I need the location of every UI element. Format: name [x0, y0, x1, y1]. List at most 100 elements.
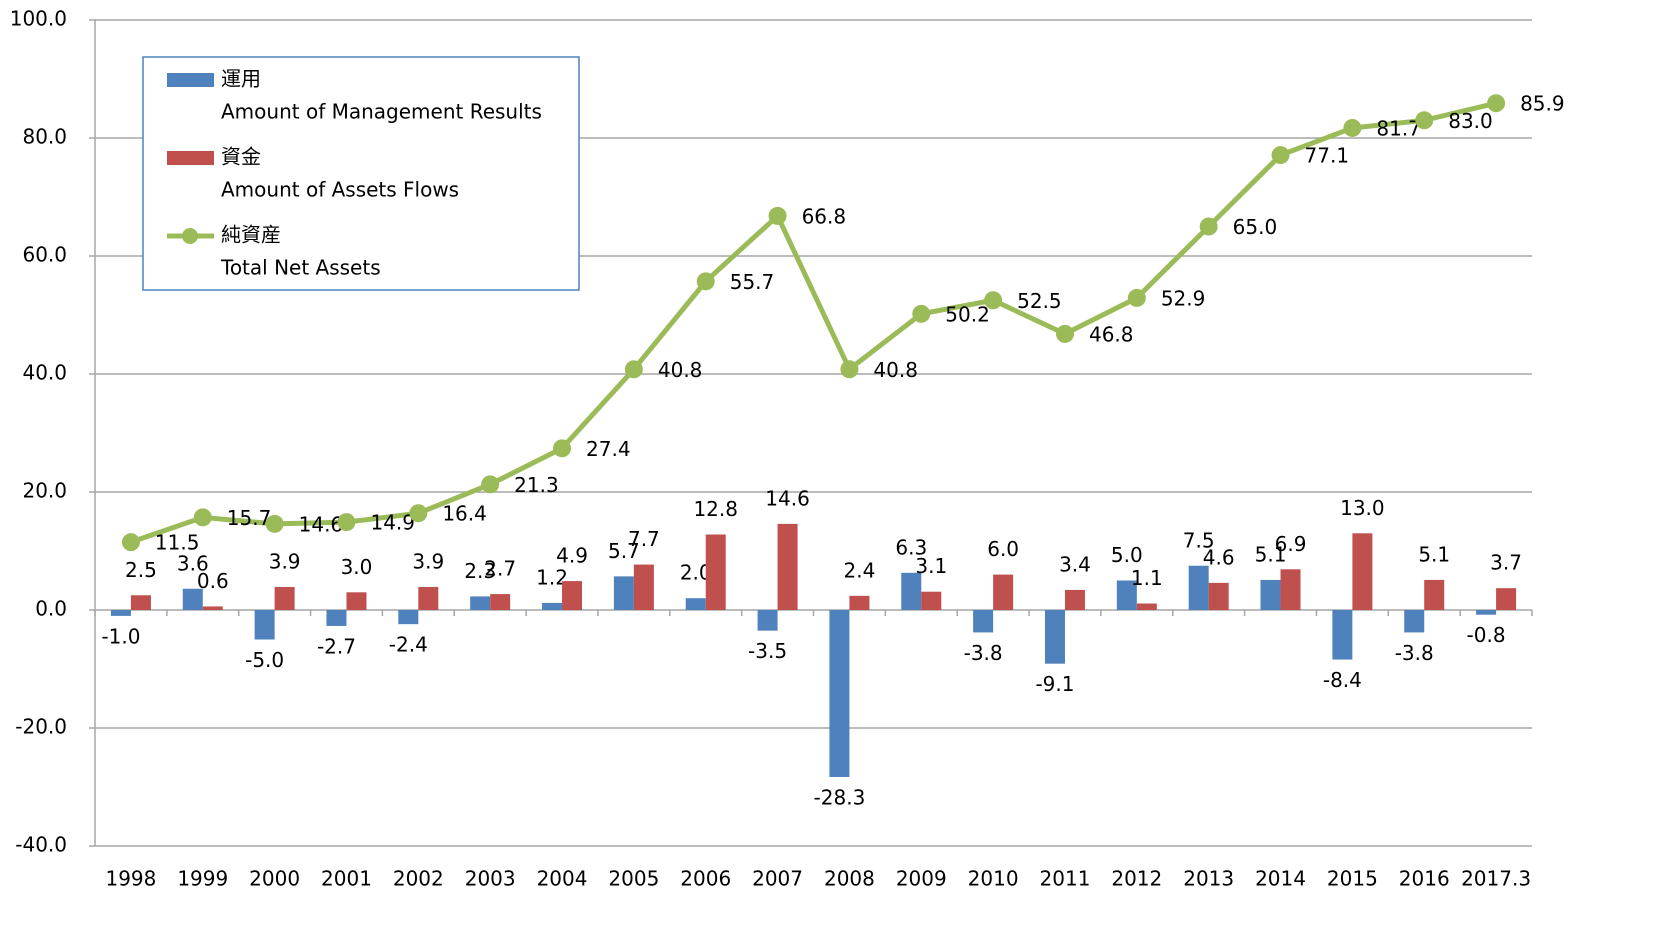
data-label: 16.4 — [442, 502, 487, 526]
y-tick-label: 40.0 — [22, 361, 67, 385]
legend-label: Amount of Assets Flows — [221, 178, 459, 202]
data-label: 3.9 — [269, 549, 301, 573]
x-tick-label: 2004 — [537, 867, 588, 891]
bar — [685, 598, 706, 610]
bar — [849, 595, 870, 610]
data-label: 4.9 — [556, 544, 588, 568]
data-label: -9.1 — [1035, 672, 1074, 696]
line-marker — [624, 360, 643, 379]
line-marker — [1487, 94, 1506, 113]
line-marker — [553, 439, 572, 458]
data-label: 52.9 — [1161, 286, 1206, 310]
bar — [757, 610, 778, 631]
data-label: -8.4 — [1323, 668, 1362, 692]
x-tick-label: 2016 — [1399, 867, 1450, 891]
line-marker — [481, 475, 500, 494]
data-label: -2.4 — [389, 633, 428, 657]
data-label: -1.0 — [101, 624, 140, 648]
data-label: 81.7 — [1376, 116, 1421, 140]
data-label: 14.6 — [765, 486, 810, 510]
y-tick-label: 0.0 — [35, 597, 67, 621]
legend-label: 純資産 — [221, 223, 281, 247]
data-label: 40.8 — [658, 358, 703, 382]
bar — [777, 523, 798, 610]
bar — [254, 610, 275, 640]
bar — [1404, 610, 1425, 633]
line — [130, 100, 1497, 545]
legend-label: 運用 — [221, 67, 261, 91]
data-label: 46.8 — [1089, 322, 1134, 346]
data-label: 12.8 — [693, 497, 738, 521]
data-label: -28.3 — [814, 785, 866, 809]
x-tick-label: 2008 — [824, 867, 875, 891]
data-label: 13.0 — [1340, 496, 1385, 520]
data-label: 5.0 — [1111, 543, 1143, 567]
data-label: -2.7 — [317, 634, 356, 658]
x-tick-label: 2003 — [465, 867, 516, 891]
data-label: 50.2 — [945, 302, 990, 326]
data-label: 5.7 — [608, 539, 640, 563]
data-label: 21.3 — [514, 473, 559, 497]
x-tick-label: 2006 — [680, 867, 731, 891]
line-marker — [1343, 118, 1362, 137]
data-label: 5.1 — [1255, 542, 1287, 566]
bar — [1476, 610, 1497, 615]
data-label: 6.3 — [895, 535, 927, 559]
line-marker — [1199, 217, 1218, 236]
bar — [326, 610, 347, 626]
line-marker — [193, 508, 212, 527]
bar — [1280, 569, 1301, 610]
line-marker — [1415, 111, 1434, 130]
x-tick-label: 2011 — [1040, 867, 1091, 891]
data-label: 65.0 — [1233, 215, 1278, 239]
data-label: 66.8 — [802, 204, 847, 228]
data-label: 6.0 — [987, 537, 1019, 561]
bar — [973, 610, 994, 633]
bar — [490, 594, 511, 610]
legend-box — [142, 56, 580, 291]
x-tick-label: 2002 — [393, 867, 444, 891]
bar — [829, 610, 850, 777]
data-label: 5.1 — [1418, 542, 1450, 566]
data-label: 3.6 — [177, 551, 209, 575]
line-marker — [840, 360, 859, 379]
bar — [1044, 610, 1065, 664]
x-tick-label: 2017.3 — [1461, 867, 1531, 891]
x-tick-label: 2000 — [249, 867, 300, 891]
data-label: 4.6 — [1203, 545, 1235, 569]
data-label: -0.8 — [1467, 623, 1506, 647]
bar — [562, 581, 583, 610]
line-marker — [912, 304, 931, 323]
data-label: 3.0 — [341, 555, 373, 579]
data-label: 0.6 — [197, 569, 229, 593]
x-tick-label: 2013 — [1183, 867, 1234, 891]
line-marker — [696, 272, 715, 291]
data-label: 55.7 — [730, 270, 775, 294]
bar — [993, 574, 1014, 610]
bar — [418, 586, 439, 610]
y-tick-label: 80.0 — [22, 125, 67, 149]
legend-label: 資金 — [221, 145, 261, 169]
x-tick-label: 2014 — [1255, 867, 1306, 891]
bar — [542, 602, 563, 610]
data-label: 7.7 — [628, 527, 660, 551]
data-label: 3.1 — [915, 554, 947, 578]
data-label: 77.1 — [1305, 144, 1350, 168]
bar — [274, 586, 295, 610]
x-tick-label: 1998 — [105, 867, 156, 891]
line-marker — [409, 504, 428, 523]
bar — [705, 534, 726, 610]
data-label: 3.9 — [412, 549, 444, 573]
legend-swatch — [167, 73, 214, 87]
bar — [202, 606, 223, 610]
x-tick-label: 2001 — [321, 867, 372, 891]
bar — [1064, 589, 1085, 610]
y-tick-label: 20.0 — [22, 479, 67, 503]
data-label: 11.5 — [155, 531, 200, 555]
data-label: 83.0 — [1448, 109, 1493, 133]
data-label: -3.8 — [964, 641, 1003, 665]
data-label: 15.7 — [227, 506, 272, 530]
x-tick-label: 2007 — [752, 867, 803, 891]
x-tick-label: 2010 — [968, 867, 1019, 891]
bar — [110, 610, 131, 616]
